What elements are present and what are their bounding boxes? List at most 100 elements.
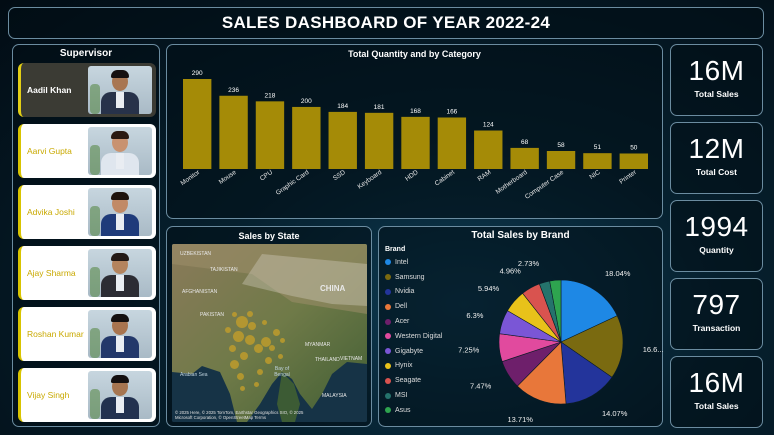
legend-label: Asus: [395, 406, 411, 414]
map-bubble[interactable]: [245, 335, 255, 345]
page-title: SALES DASHBOARD OF YEAR 2022-24: [221, 13, 551, 32]
map-bubble[interactable]: [277, 353, 283, 359]
sales-map[interactable]: Uzbekistan Tajikistan Afghanistan Pakist…: [172, 244, 367, 422]
category-chart-title: Total Quantity and by Category: [348, 49, 481, 59]
map-bubble[interactable]: [225, 327, 231, 333]
map-title: Sales by State: [238, 231, 300, 241]
pie-data-label: 14.07%: [602, 409, 628, 418]
map-bubble[interactable]: [269, 345, 275, 351]
map-bubble[interactable]: [236, 372, 244, 380]
map-bubble[interactable]: [257, 369, 263, 375]
bar: [510, 147, 539, 169]
supervisor-card[interactable]: Ajay Sharma: [18, 246, 156, 300]
bar-value-label: 200: [301, 98, 312, 105]
legend-item[interactable]: Samsung: [385, 270, 442, 285]
kpi-card-total-sales-2: 16M Total Sales: [670, 356, 763, 428]
map-bubble[interactable]: [253, 381, 259, 387]
x-tick-label: SSD: [332, 169, 347, 183]
pie-data-label: 7.25%: [458, 346, 480, 355]
supervisor-card[interactable]: Aadil Khan: [18, 63, 156, 117]
supervisor-name: Advika Joshi: [27, 207, 75, 217]
map-bubble[interactable]: [231, 311, 237, 317]
legend-item[interactable]: Nvidia: [385, 285, 442, 300]
x-tick-label: Keyboard: [356, 169, 383, 191]
supervisor-slicer: Supervisor Aadil Khan Aarvi Gupta Advika J…: [12, 44, 160, 427]
map-bubble[interactable]: [272, 328, 280, 336]
map-bubble[interactable]: [239, 385, 245, 391]
bar-value-label: 181: [374, 104, 385, 111]
map-bubble[interactable]: [228, 344, 236, 352]
pie-slice[interactable]: [560, 341, 613, 405]
x-tick-label: CPU: [259, 169, 275, 183]
supervisor-photo: [88, 188, 152, 236]
x-tick-label: Monitor: [180, 168, 202, 187]
map-bubble[interactable]: [279, 337, 285, 343]
pie-slice[interactable]: [560, 315, 624, 378]
x-tick-label: Printer: [618, 168, 638, 185]
map-bubble[interactable]: [232, 330, 244, 342]
person-shirt: [116, 92, 124, 108]
legend-item[interactable]: MSI: [385, 388, 442, 403]
supervisor-card[interactable]: Aarvi Gupta: [18, 124, 156, 178]
legend-item[interactable]: Dell: [385, 299, 442, 314]
pie-data-label: 5.94%: [478, 284, 500, 293]
map-label: China: [320, 284, 346, 293]
kpi-value: 12M: [688, 133, 745, 164]
map-bubble[interactable]: [261, 319, 267, 325]
legend-item[interactable]: Asus: [385, 403, 442, 418]
bar: [546, 151, 576, 169]
map-label: Arabian Sea: [180, 372, 208, 378]
bar: [474, 130, 503, 169]
kpi-card-total-sales: 16M Total Sales: [670, 44, 763, 116]
pie-slice[interactable]: [516, 341, 567, 405]
map-label: Malaysia: [322, 393, 347, 399]
legend-dot-icon: [385, 348, 391, 355]
legend-item[interactable]: Acer: [385, 314, 442, 329]
supervisor-name: Aadil Khan: [27, 85, 72, 95]
map-label: Uzbekistan: [180, 251, 212, 257]
bar: [255, 101, 285, 169]
bar: [292, 106, 321, 169]
map-credit-line: Microsoft Corporation, © OpenStreetMap T…: [175, 415, 266, 420]
legend-dot-icon: [385, 288, 391, 295]
background-plant: [90, 328, 100, 358]
legend-dot-icon: [385, 303, 391, 310]
map-bubble[interactable]: [247, 311, 253, 317]
map-bubble[interactable]: [229, 359, 239, 369]
bar-value-label: 218: [265, 92, 276, 99]
pie-slice[interactable]: [549, 279, 562, 343]
legend-item[interactable]: Intel: [385, 255, 442, 270]
bar-value-label: 50: [630, 144, 638, 151]
legend-item[interactable]: Gigabyte: [385, 344, 442, 359]
map-credit-line: © 2025 Here, © 2025 TomTom, Earthstar Ge…: [175, 410, 304, 415]
map-label: Thailand: [315, 357, 340, 363]
map-bubble[interactable]: [248, 322, 256, 330]
supervisor-title: Supervisor: [59, 48, 113, 59]
map-bubble[interactable]: [236, 316, 248, 328]
legend-label: Samsung: [395, 273, 425, 281]
kpi-value: 1994: [684, 211, 749, 242]
map-bubble[interactable]: [253, 343, 263, 353]
legend-item[interactable]: Seagate: [385, 373, 442, 388]
background-plant: [90, 84, 100, 114]
map-label: Vietnam: [340, 356, 363, 362]
legend-item[interactable]: Western Digital: [385, 329, 442, 344]
legend-label: Intel: [395, 258, 409, 266]
legend-title: Brand: [385, 246, 406, 253]
person-hair: [111, 192, 129, 200]
map-bubble[interactable]: [264, 356, 272, 364]
category-bar-chart: 290 Monitor 236 Mouse 218 CPU 200 Graphic Card 1…: [180, 70, 648, 201]
bar: [583, 153, 612, 169]
supervisor-card[interactable]: Vijay Singh: [18, 368, 156, 422]
supervisor-card[interactable]: Roshan Kumar: [18, 307, 156, 361]
map-bubble[interactable]: [240, 352, 248, 360]
kpi-value: 16M: [688, 55, 745, 86]
person-shirt: [116, 397, 124, 413]
map-bubble[interactable]: [261, 337, 271, 347]
pie-slice[interactable]: [560, 279, 618, 343]
legend-item[interactable]: Hynix: [385, 359, 442, 374]
supervisor-card[interactable]: Advika Joshi: [18, 185, 156, 239]
kpi-label: Total Sales: [694, 401, 739, 411]
map-label: Tajikistan: [210, 267, 238, 273]
background-plant: [90, 267, 100, 297]
